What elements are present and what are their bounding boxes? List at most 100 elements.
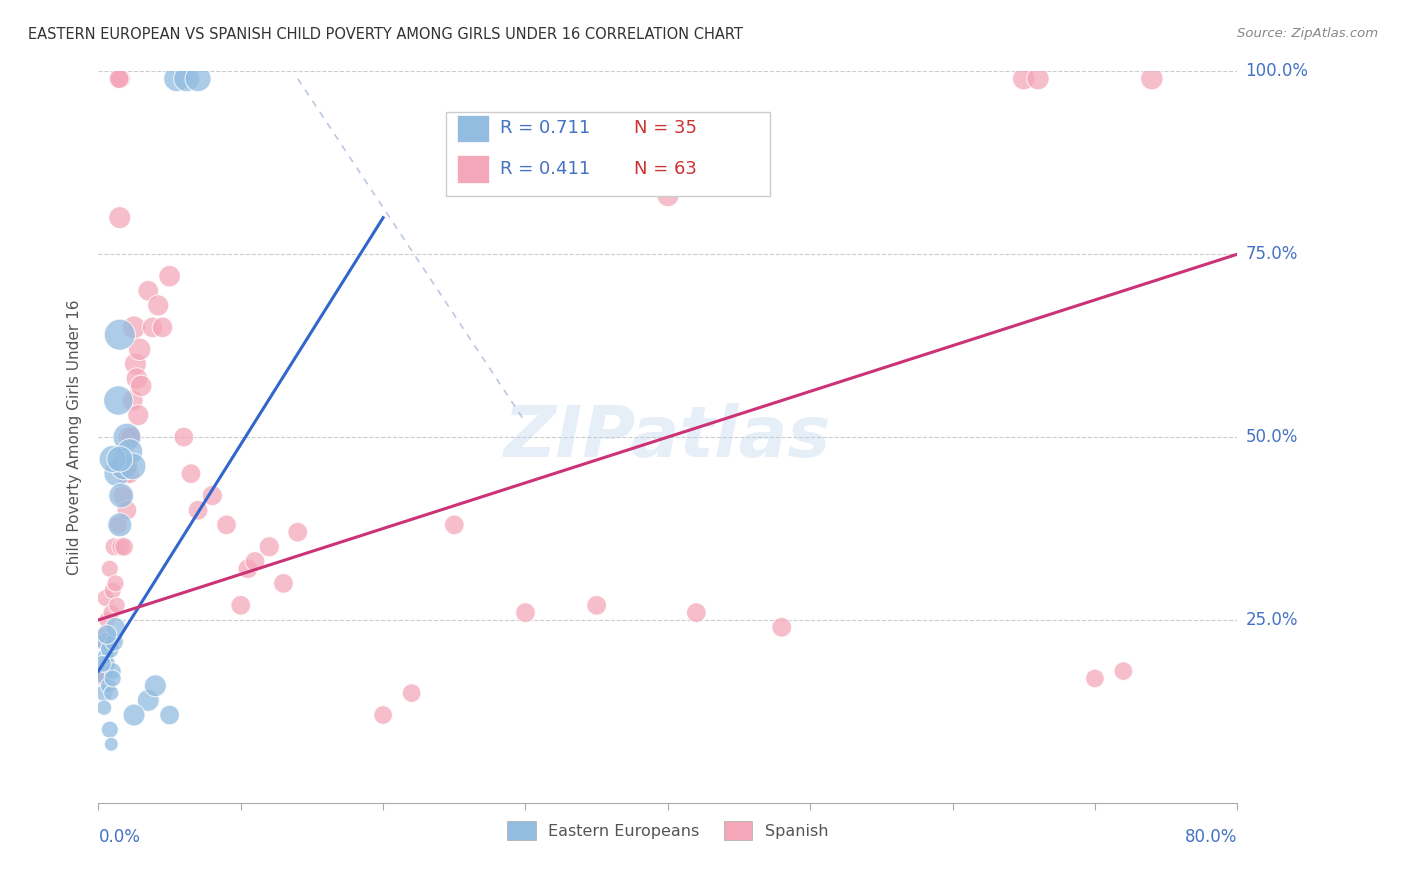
Point — [120, 430, 142, 444]
Point — [100, 606, 122, 620]
Point — [1112, 664, 1135, 678]
Text: 50.0%: 50.0% — [1246, 428, 1298, 446]
Text: R = 0.411: R = 0.411 — [501, 161, 591, 178]
Point — [159, 708, 181, 723]
Point — [111, 489, 134, 503]
Point — [187, 503, 209, 517]
Point — [110, 71, 132, 86]
Point — [103, 540, 125, 554]
Point — [124, 357, 146, 371]
Point — [187, 71, 209, 86]
Text: Source: ZipAtlas.com: Source: ZipAtlas.com — [1237, 27, 1378, 40]
Text: EASTERN EUROPEAN VS SPANISH CHILD POVERTY AMONG GIRLS UNDER 16 CORRELATION CHART: EASTERN EUROPEAN VS SPANISH CHILD POVERT… — [28, 27, 742, 42]
Point — [201, 489, 224, 503]
Point — [108, 211, 131, 225]
Point — [117, 430, 139, 444]
Point — [105, 467, 128, 481]
Point — [108, 452, 131, 467]
Point — [114, 467, 136, 481]
Point — [1140, 71, 1163, 86]
FancyBboxPatch shape — [446, 112, 770, 195]
Point — [122, 708, 145, 723]
Text: 75.0%: 75.0% — [1246, 245, 1298, 263]
Point — [94, 635, 117, 649]
Point — [110, 489, 132, 503]
Point — [180, 467, 202, 481]
Point — [1026, 71, 1049, 86]
Point — [90, 664, 112, 678]
Point — [94, 591, 117, 605]
Point — [152, 320, 174, 334]
Point — [108, 71, 131, 86]
Point — [110, 540, 132, 554]
Point — [236, 562, 259, 576]
Point — [91, 657, 114, 671]
Point — [148, 298, 170, 312]
Point — [91, 672, 114, 686]
Text: R = 0.711: R = 0.711 — [501, 120, 591, 137]
Point — [90, 635, 112, 649]
Point — [100, 737, 122, 751]
Text: N = 35: N = 35 — [634, 120, 697, 137]
Point — [93, 686, 115, 700]
Point — [122, 320, 145, 334]
Point — [128, 343, 150, 357]
Point — [108, 517, 131, 532]
Point — [108, 71, 131, 86]
Point — [229, 599, 252, 613]
Point — [215, 517, 238, 532]
Point — [98, 562, 121, 576]
Text: N = 63: N = 63 — [634, 161, 696, 178]
Point — [118, 444, 141, 458]
Point — [145, 679, 167, 693]
Point — [105, 599, 128, 613]
Text: 100.0%: 100.0% — [1246, 62, 1309, 80]
Point — [112, 459, 135, 474]
Point — [96, 657, 118, 671]
Point — [136, 693, 159, 707]
Point — [107, 517, 129, 532]
Point — [121, 459, 143, 474]
Point — [97, 635, 120, 649]
Point — [1012, 71, 1035, 86]
Point — [125, 371, 148, 385]
Point — [118, 467, 141, 481]
Point — [166, 71, 188, 86]
Point — [121, 393, 143, 408]
Point — [101, 672, 124, 686]
Point — [243, 554, 266, 568]
Point — [585, 599, 607, 613]
Text: ZIPatlas: ZIPatlas — [505, 402, 831, 472]
Point — [159, 269, 181, 284]
Point — [176, 71, 198, 86]
Point — [101, 583, 124, 598]
Point — [93, 627, 115, 641]
Point — [112, 540, 135, 554]
Point — [115, 430, 138, 444]
Point — [94, 649, 117, 664]
Point — [89, 664, 111, 678]
Text: 25.0%: 25.0% — [1246, 611, 1298, 629]
Point — [115, 503, 138, 517]
FancyBboxPatch shape — [457, 114, 489, 143]
Point — [287, 525, 309, 540]
Point — [127, 408, 149, 422]
Point — [103, 635, 125, 649]
Point — [685, 606, 707, 620]
Point — [443, 517, 465, 532]
Point — [96, 627, 118, 641]
Point — [97, 679, 120, 693]
Point — [259, 540, 281, 554]
Point — [98, 723, 121, 737]
Point — [104, 576, 127, 591]
Text: 0.0%: 0.0% — [98, 828, 141, 846]
Point — [129, 379, 152, 393]
Point — [98, 642, 121, 657]
Point — [173, 430, 195, 444]
Point — [101, 664, 124, 678]
Point — [108, 71, 131, 86]
Point — [136, 284, 159, 298]
Point — [770, 620, 793, 634]
Point — [515, 606, 537, 620]
Point — [1084, 672, 1107, 686]
